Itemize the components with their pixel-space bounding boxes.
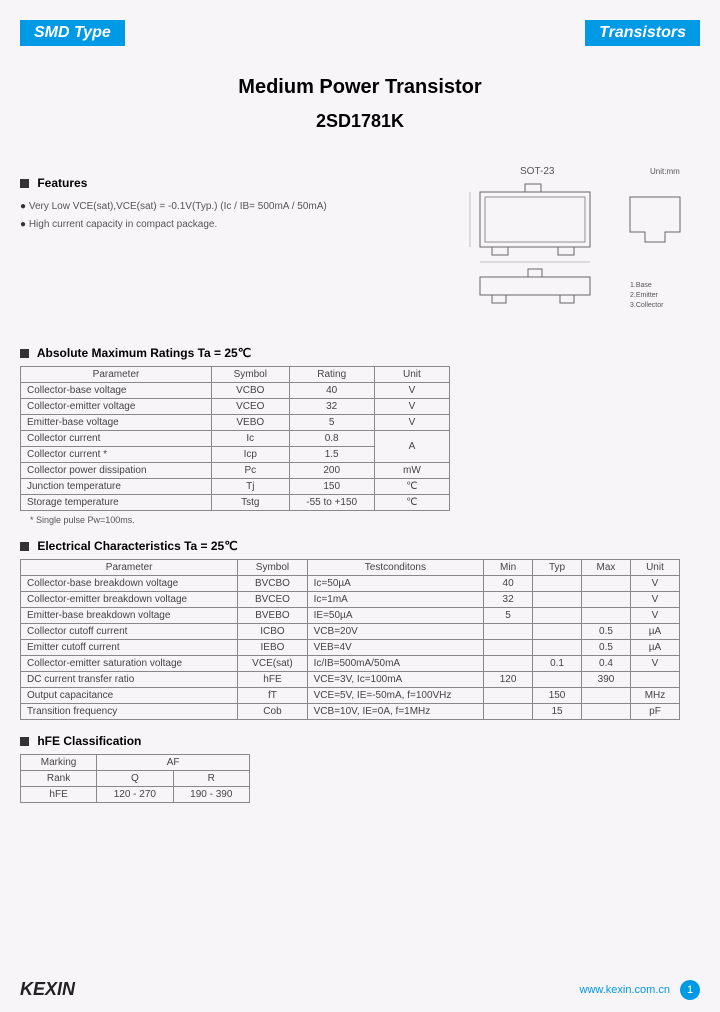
- footer-url: www.kexin.com.cn: [580, 984, 670, 996]
- logo: KEXIN: [20, 979, 75, 1000]
- col-header: Rating: [289, 367, 374, 383]
- amr-title: Absolute Maximum Ratings Ta = 25℃: [37, 346, 251, 360]
- table-row: Collector-emitter breakdown voltageBVCEO…: [21, 592, 680, 608]
- col-header: Unit: [374, 367, 449, 383]
- table-row: MarkingAF: [21, 755, 250, 771]
- col-header: Symbol: [212, 367, 289, 383]
- table-row: DC current transfer ratiohFEVCE=3V, Ic=1…: [21, 672, 680, 688]
- square-icon: [20, 349, 29, 358]
- svg-text:2.Emitter: 2.Emitter: [630, 292, 659, 299]
- amr-heading: Absolute Maximum Ratings Ta = 25℃: [20, 346, 700, 360]
- footer: KEXIN www.kexin.com.cn 1: [20, 979, 700, 1000]
- table-row: Output capacitancefTVCE=5V, IE=-50mA, f=…: [21, 688, 680, 704]
- header-right: Transistors: [585, 20, 700, 46]
- table-row: Collector-base voltageVCBO40V: [21, 383, 450, 399]
- table-row: Emitter cutoff currentIEBOVEB=4V0.5µA: [21, 640, 680, 656]
- header-left: SMD Type: [20, 20, 125, 46]
- table-row: Collector-base breakdown voltageBVCBOIc=…: [21, 576, 680, 592]
- table-row: RankQR: [21, 771, 250, 787]
- table-row: Collector-emitter voltageVCEO32V: [21, 399, 450, 415]
- page-number: 1: [680, 980, 700, 1000]
- col-header: Parameter: [21, 367, 212, 383]
- square-icon: [20, 737, 29, 746]
- square-icon: [20, 179, 29, 188]
- table-row: Emitter-base voltageVEBO5V: [21, 415, 450, 431]
- page-title: Medium Power Transistor: [20, 76, 700, 99]
- header-bar: SMD Type Transistors: [20, 20, 700, 46]
- features-heading: Features: [20, 176, 430, 190]
- package-label: SOT-23: [520, 166, 555, 177]
- table-row: hFE120 - 270190 - 390: [21, 787, 250, 803]
- table-row: Storage temperatureTstg-55 to +150℃: [21, 495, 450, 511]
- col-header: Typ: [533, 560, 582, 576]
- amr-table: Parameter Symbol Rating Unit Collector-b…: [20, 366, 450, 511]
- ec-title: Electrical Characteristics Ta = 25℃: [37, 539, 237, 553]
- feature-item: High current capacity in compact package…: [20, 216, 430, 234]
- table-row: Emitter-base breakdown voltageBVEBOIE=50…: [21, 608, 680, 624]
- amr-footnote: * Single pulse Pw=100ms.: [30, 515, 700, 525]
- hfe-title: hFE Classification: [37, 734, 141, 748]
- part-number: 2SD1781K: [20, 111, 700, 132]
- feature-item: Very Low VCE(sat),VCE(sat) = -0.1V(Typ.)…: [20, 198, 430, 216]
- hfe-heading: hFE Classification: [20, 734, 700, 748]
- table-row: Collector cutoff currentICBOVCB=20V0.5µA: [21, 624, 680, 640]
- ec-table: Parameter Symbol Testconditons Min Typ M…: [20, 559, 680, 720]
- table-row: Collector power dissipationPc200mW: [21, 463, 450, 479]
- table-row: Collector-emitter saturation voltageVCE(…: [21, 656, 680, 672]
- svg-text:1.Base: 1.Base: [630, 282, 652, 289]
- col-header: Max: [582, 560, 631, 576]
- package-diagram: SOT-23 Unit:mm 1.Base 2.Emitter 3.Collec…: [450, 162, 700, 332]
- col-header: Min: [484, 560, 533, 576]
- col-header: Unit: [630, 560, 679, 576]
- svg-text:3.Collector: 3.Collector: [630, 302, 664, 309]
- col-header: Testconditons: [307, 560, 483, 576]
- table-row: Transition frequencyCobVCB=10V, IE=0A, f…: [21, 704, 680, 720]
- table-row: Junction temperatureTj150℃: [21, 479, 450, 495]
- square-icon: [20, 542, 29, 551]
- col-header: Symbol: [238, 560, 307, 576]
- unit-label: Unit:mm: [650, 167, 680, 176]
- ec-heading: Electrical Characteristics Ta = 25℃: [20, 539, 700, 553]
- table-row: Collector currentIc0.8A: [21, 431, 450, 447]
- features-title: Features: [37, 176, 87, 190]
- hfe-table: MarkingAF RankQR hFE120 - 270190 - 390: [20, 754, 250, 803]
- col-header: Parameter: [21, 560, 238, 576]
